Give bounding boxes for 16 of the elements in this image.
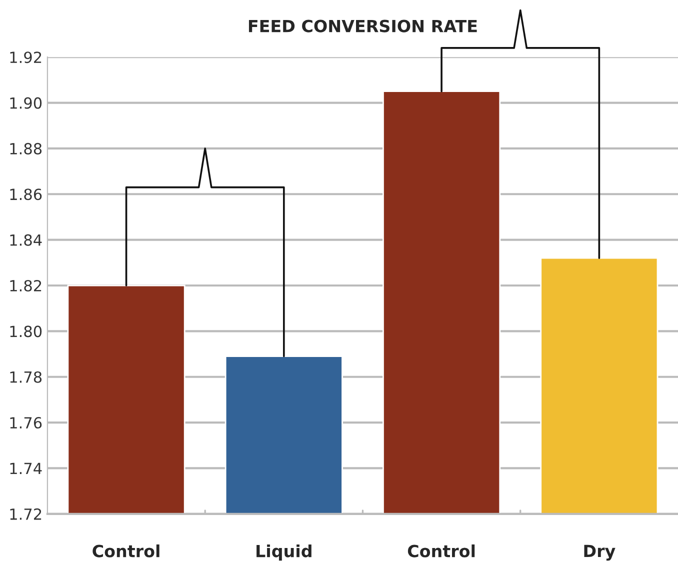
x-tick-label: Control bbox=[408, 544, 475, 558]
y-tick-label: 1.90 bbox=[10, 97, 42, 109]
y-tick-label: 1.74 bbox=[10, 462, 42, 474]
y-tick-label: 1.72 bbox=[10, 508, 42, 520]
y-tick-label: 1.88 bbox=[10, 142, 42, 154]
y-tick-label: 1.78 bbox=[10, 371, 42, 383]
y-tick-label: 1.76 bbox=[10, 417, 42, 429]
x-tick-label: Control bbox=[92, 544, 160, 558]
y-tick-label: 1.82 bbox=[10, 280, 42, 292]
x-tick-label: Dry bbox=[584, 544, 616, 561]
y-tick-label: 1.86 bbox=[10, 188, 42, 200]
y-tick-label: 1.92 bbox=[10, 52, 42, 64]
y-tick-label: 1.80 bbox=[10, 326, 42, 338]
chart-title: FEED CONVERSION RATE bbox=[248, 20, 477, 32]
x-tick-label: Liquid bbox=[256, 544, 312, 561]
y-tick-label: 1.84 bbox=[10, 234, 42, 246]
